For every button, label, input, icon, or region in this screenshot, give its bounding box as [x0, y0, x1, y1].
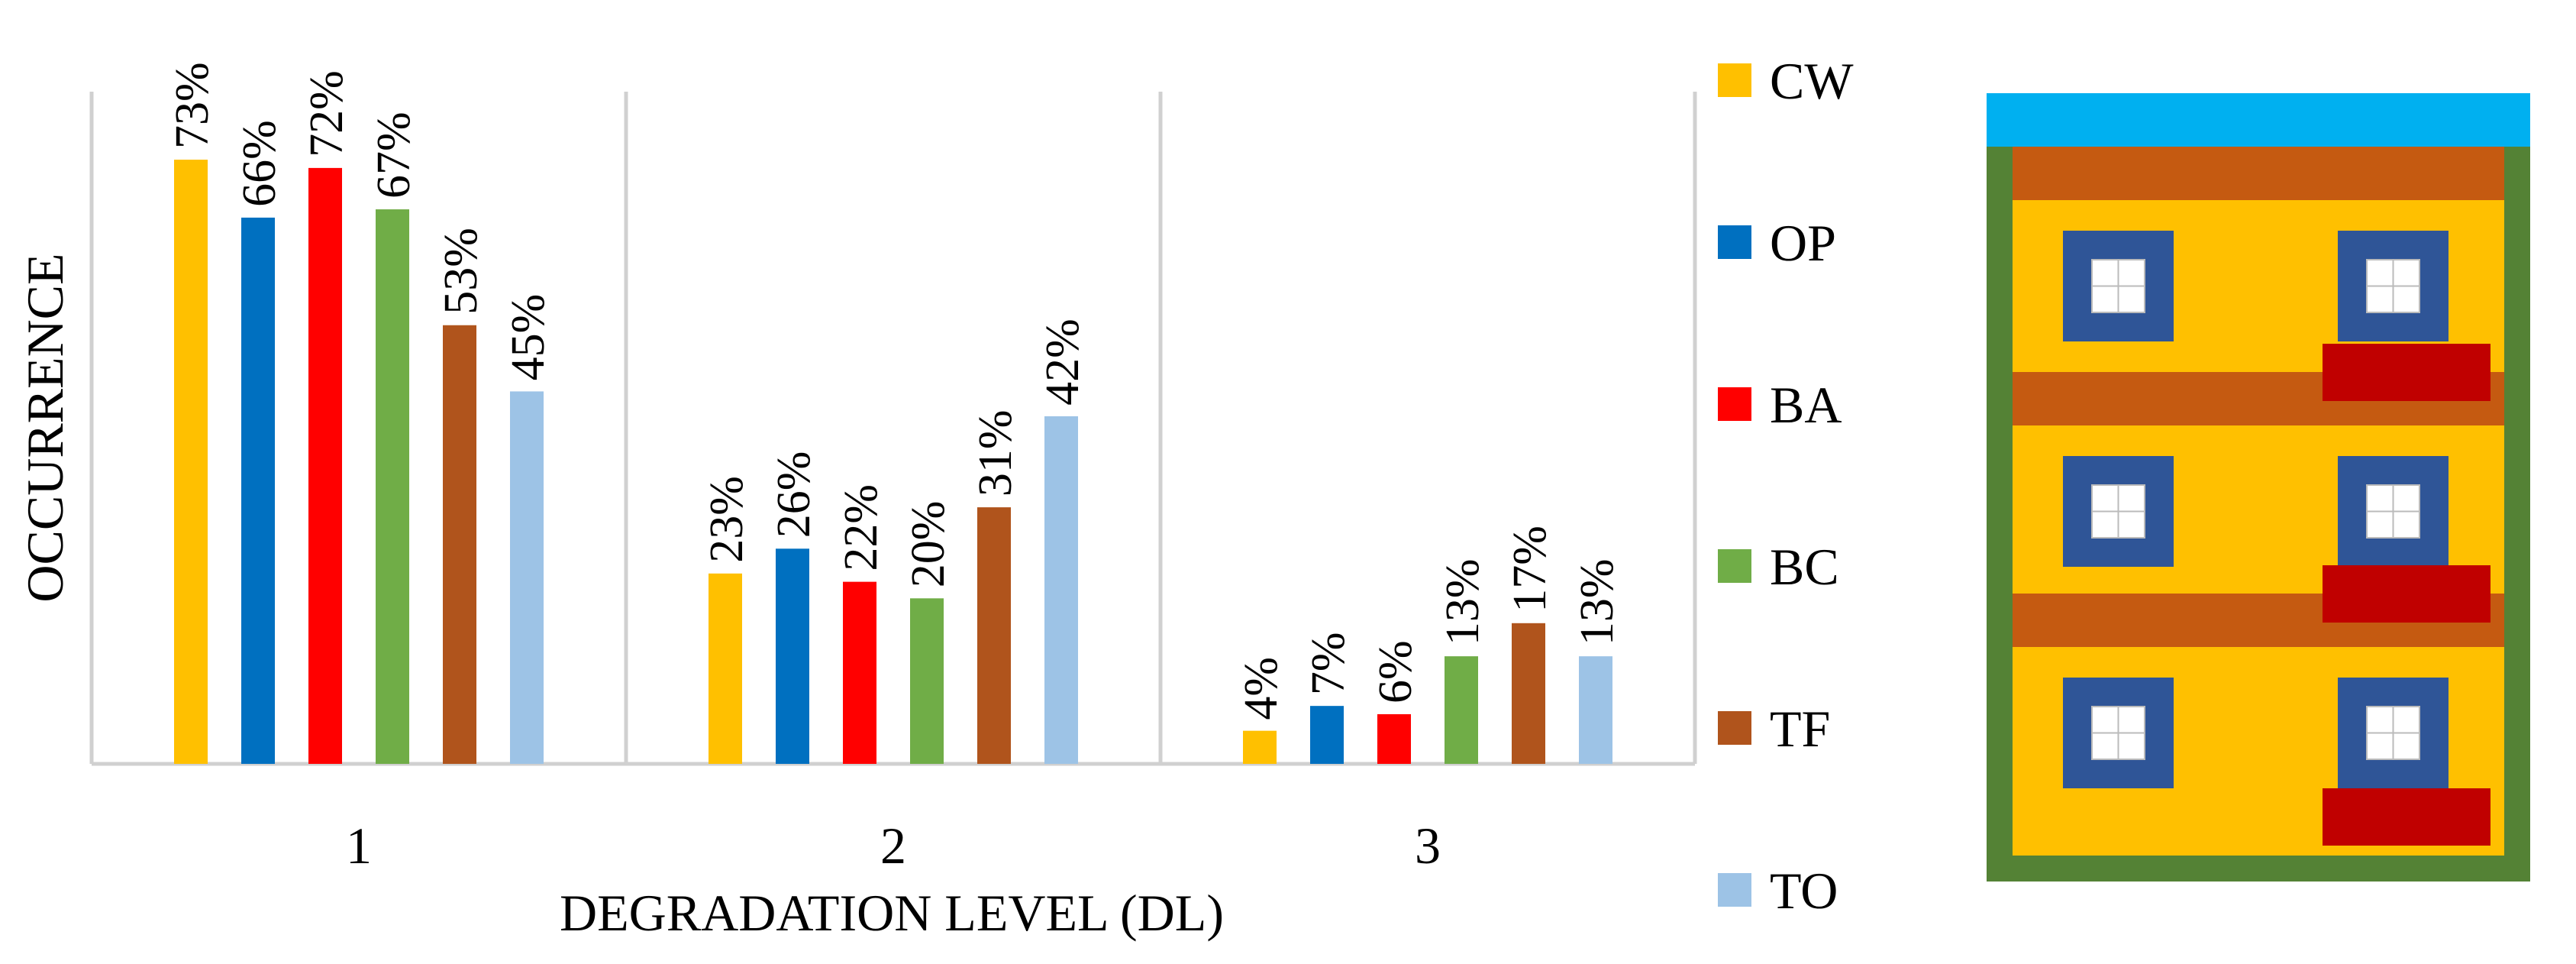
legend: CW OP BA BC TF TO — [1718, 52, 1854, 920]
legend-label-bc: BC — [1770, 538, 1839, 596]
y-axis-title: OCCURRENCE — [16, 253, 74, 602]
facade-window-transom — [2092, 510, 2145, 513]
facade-balcony — [2323, 344, 2490, 401]
bar-bc-dl3 — [1445, 656, 1478, 764]
bar-tf-dl2 — [977, 507, 1011, 764]
bar-cw-dl2 — [709, 573, 742, 764]
data-label-op-dl3: 7% — [1303, 632, 1354, 695]
data-label-tf-dl2: 31% — [970, 409, 1022, 497]
facade-window-transom — [2092, 732, 2145, 734]
facade-balcony — [2323, 565, 2490, 623]
bar-op-dl1 — [241, 217, 275, 764]
data-label-to-dl1: 45% — [502, 294, 554, 381]
data-label-to-dl3: 13% — [1571, 558, 1623, 645]
data-label-cw-dl3: 4% — [1235, 657, 1287, 720]
legend-swatch-to — [1718, 873, 1751, 907]
bar-to-dl3 — [1579, 656, 1612, 764]
x-tick-label: 3 — [1415, 817, 1441, 875]
bar-bc-dl2 — [910, 598, 944, 764]
facade-window-transom — [2367, 285, 2419, 287]
legend-swatch-tf — [1718, 711, 1751, 745]
bar-op-dl2 — [776, 548, 809, 764]
legend-swatch-bc — [1718, 549, 1751, 583]
data-label-tf-dl3: 17% — [1504, 526, 1556, 613]
data-label-op-dl1: 66% — [234, 120, 286, 207]
facade-window-transom — [2092, 285, 2145, 287]
bar-bc-dl1 — [376, 209, 409, 764]
chart-axes — [89, 92, 1697, 766]
facade-window-transom — [2367, 732, 2419, 734]
facade-band — [2013, 147, 2504, 200]
building-facade-illustration — [1987, 93, 2530, 882]
bar-cw-dl3 — [1243, 730, 1277, 764]
legend-swatch-cw — [1718, 63, 1751, 97]
data-label-bc-dl2: 20% — [902, 501, 954, 588]
facade-roof — [1987, 93, 2530, 147]
bar-to-dl2 — [1044, 416, 1078, 764]
legend-swatch-op — [1718, 225, 1751, 259]
bar-ba-dl3 — [1377, 713, 1411, 764]
bar-ba-dl2 — [843, 581, 876, 764]
bar-chart: 73%66%72% 67%53%45%23% 26% 22% 20%31%42%4% 7%… — [16, 52, 1854, 942]
data-label-bc-dl3: 13% — [1437, 558, 1489, 645]
x-tick-label: 1 — [346, 817, 372, 875]
data-label-op-dl2: 26% — [768, 451, 820, 539]
data-label-ba-dl3: 6% — [1370, 640, 1422, 704]
bar-tf-dl1 — [443, 325, 476, 764]
legend-label-op: OP — [1770, 214, 1836, 272]
x-axis-title: DEGRADATION LEVEL (DL) — [560, 884, 1224, 942]
bar-to-dl1 — [510, 391, 544, 764]
data-label-tf-dl1: 53% — [435, 228, 487, 315]
facade-window-transom — [2367, 510, 2419, 513]
data-label-ba-dl2: 22% — [835, 484, 887, 571]
bar-cw-dl1 — [174, 160, 208, 765]
legend-label-ba: BA — [1770, 376, 1842, 434]
legend-label-to: TO — [1770, 862, 1838, 920]
data-label-cw-dl1: 73% — [166, 62, 218, 149]
bar-tf-dl3 — [1512, 623, 1545, 764]
data-label-bc-dl1: 67% — [368, 112, 420, 199]
bar-op-dl3 — [1310, 706, 1344, 764]
bar-ba-dl1 — [308, 167, 342, 764]
legend-swatch-ba — [1718, 387, 1751, 421]
legend-label-cw: CW — [1770, 52, 1854, 110]
x-tick-label: 2 — [880, 817, 906, 875]
data-label-ba-dl1: 72% — [301, 70, 353, 157]
facade-balcony — [2323, 788, 2490, 846]
legend-label-tf: TF — [1770, 700, 1830, 758]
data-label-to-dl2: 42% — [1037, 319, 1089, 406]
data-label-cw-dl2: 23% — [701, 476, 753, 563]
